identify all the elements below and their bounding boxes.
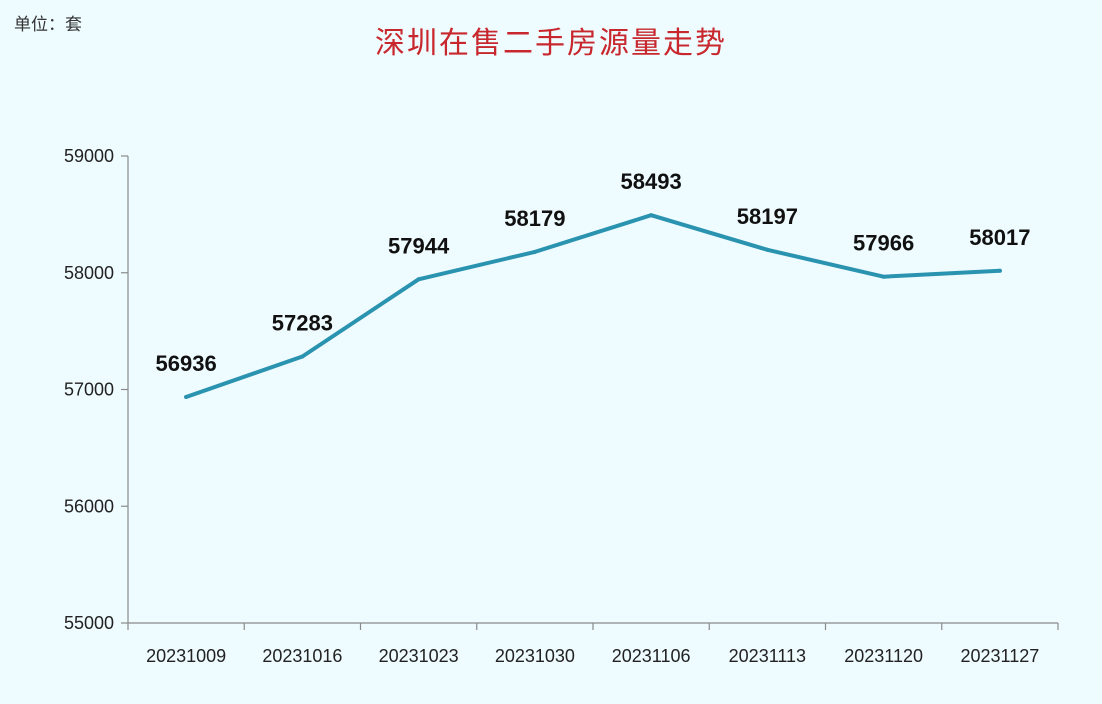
data-label: 58179 xyxy=(504,206,565,231)
data-point xyxy=(765,247,770,252)
x-tick-label: 20231023 xyxy=(379,646,459,666)
data-point xyxy=(649,213,654,218)
x-tick-label: 20231113 xyxy=(729,646,806,666)
y-tick-label: 55000 xyxy=(64,613,114,633)
x-tick-label: 20231127 xyxy=(961,646,1040,666)
chart-title: 深圳在售二手房源量走势 xyxy=(375,26,727,61)
data-point xyxy=(416,277,421,282)
data-point xyxy=(532,249,537,254)
unit-label: 单位：套 xyxy=(14,15,82,35)
data-label: 58493 xyxy=(621,169,682,194)
data-point xyxy=(300,354,305,359)
x-tick-label: 20231030 xyxy=(495,646,575,666)
x-tick-label: 20231009 xyxy=(146,646,226,666)
data-label: 58197 xyxy=(737,204,798,229)
data-label: 56936 xyxy=(156,351,217,376)
y-tick-label: 58000 xyxy=(64,263,114,283)
x-tick-label: 20231016 xyxy=(262,646,342,666)
data-label: 57944 xyxy=(388,233,450,258)
x-tick-label: 20231120 xyxy=(844,646,923,666)
y-tick-label: 57000 xyxy=(64,380,114,400)
data-point xyxy=(881,274,886,279)
data-label: 57283 xyxy=(272,310,333,335)
data-point xyxy=(997,268,1002,273)
data-label: 57966 xyxy=(853,231,914,256)
x-tick-label: 20231106 xyxy=(612,646,691,666)
y-tick-label: 56000 xyxy=(64,496,114,516)
data-point xyxy=(184,394,189,399)
data-label: 58017 xyxy=(969,225,1030,250)
series-line xyxy=(184,213,1002,399)
y-tick-label: 59000 xyxy=(64,146,114,166)
